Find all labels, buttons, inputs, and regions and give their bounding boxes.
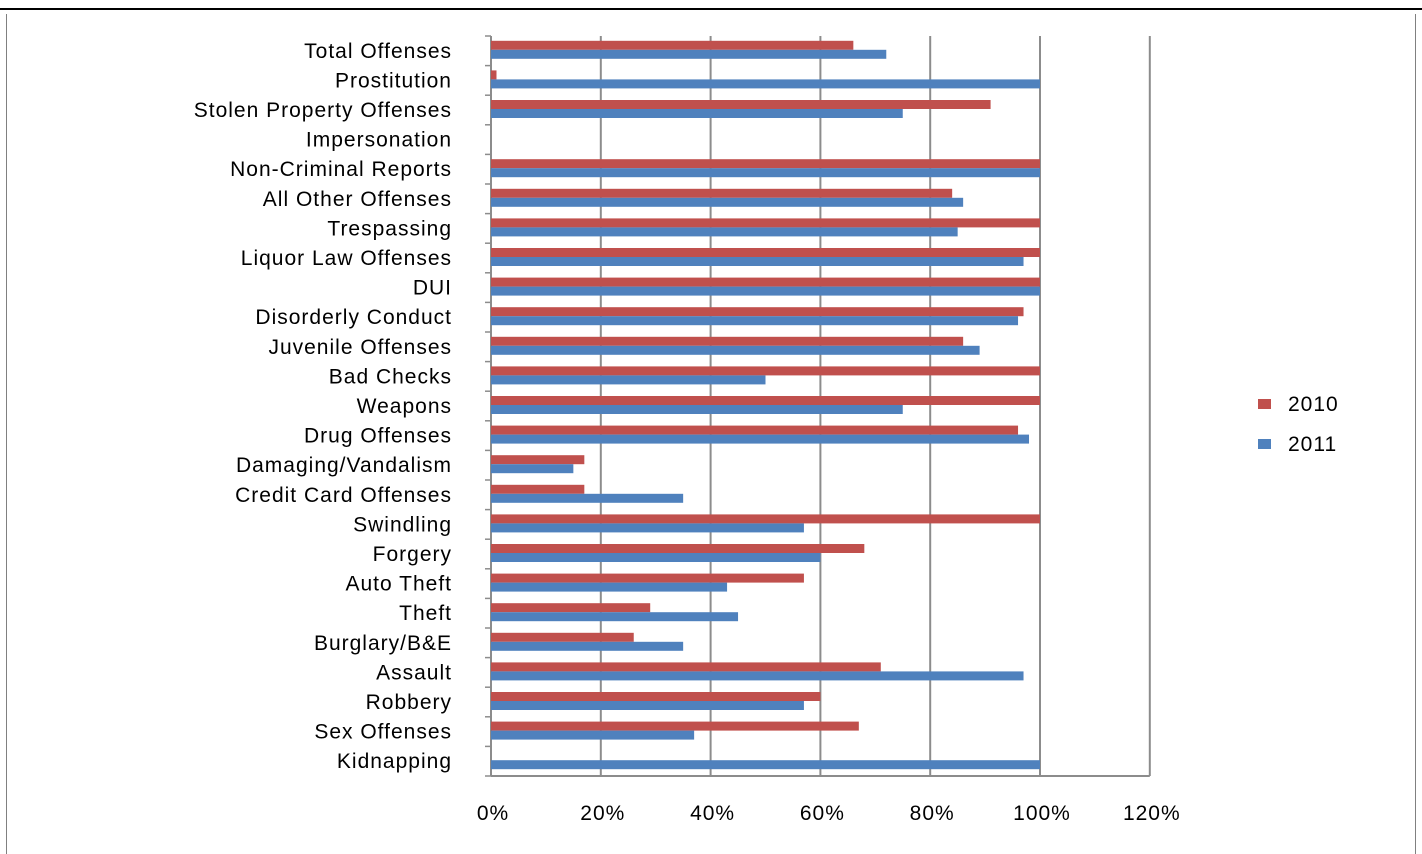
bar-2011-forgery	[491, 553, 821, 562]
category-label: Swindling	[353, 513, 452, 536]
x-tick-label: 0%	[477, 802, 509, 825]
bar-2010-sex-offenses	[491, 721, 859, 731]
bar-2010-robbery	[491, 692, 821, 701]
bar-2011-non-criminal-reports	[491, 168, 1040, 178]
bar-2011-juvenile-offenses	[491, 345, 980, 355]
bar-2011-prostitution	[491, 79, 1040, 89]
category-label: Drug Offenses	[304, 425, 452, 448]
bar-2010-assault	[491, 662, 881, 672]
legend-swatch-2011	[1258, 439, 1271, 449]
category-label: Trespassing	[327, 217, 452, 240]
bar-2010-theft	[491, 603, 651, 613]
category-label: Total Offenses	[304, 40, 452, 63]
bar-2010-swindling	[491, 514, 1040, 524]
bar-2011-weapons	[491, 405, 903, 414]
bar-2011-kidnapping	[491, 760, 1040, 770]
top-border-line	[0, 8, 1422, 10]
bar-2011-swindling	[491, 523, 804, 533]
bar-2011-theft	[491, 612, 739, 622]
category-label: Disorderly Conduct	[255, 306, 452, 329]
bar-2011-bad-checks	[491, 375, 766, 385]
category-label: Prostitution	[335, 69, 452, 92]
category-label: Liquor Law Offenses	[241, 247, 452, 270]
bar-2010-dui	[491, 277, 1040, 287]
bar-2010-credit-card-offenses	[491, 484, 585, 494]
category-label: Auto Theft	[345, 573, 452, 596]
bar-2010-prostitution	[491, 70, 497, 80]
bar-2011-stolen-property-offenses	[491, 109, 903, 118]
chart-frame	[6, 14, 1416, 854]
bar-2011-drug-offenses	[491, 434, 1030, 444]
category-label: Damaging/Vandalism	[236, 454, 452, 477]
bar-2011-damaging-vandalism	[491, 464, 574, 474]
category-label: All Other Offenses	[263, 188, 452, 211]
bar-2011-dui	[491, 286, 1040, 296]
category-label: Credit Card Offenses	[235, 484, 452, 507]
legend-swatch-2010	[1258, 399, 1271, 409]
bar-2010-total-offenses	[491, 40, 854, 50]
bar-2010-stolen-property-offenses	[491, 100, 991, 109]
x-tick-label: 120%	[1123, 802, 1181, 825]
category-label: Juvenile Offenses	[268, 336, 452, 359]
bar-2011-credit-card-offenses	[491, 493, 684, 503]
category-label: Sex Offenses	[314, 721, 452, 744]
bar-2010-bad-checks	[491, 366, 1040, 376]
bar-2011-all-other-offenses	[491, 197, 964, 207]
bar-2011-assault	[491, 671, 1024, 681]
legend-label-2010: 2010	[1288, 393, 1339, 416]
x-tick-label: 80%	[910, 802, 955, 825]
bar-2011-trespassing	[491, 227, 958, 237]
bar-2010-forgery	[491, 544, 865, 553]
category-label: Robbery	[366, 691, 452, 714]
category-label: Forgery	[373, 543, 452, 566]
category-label: Bad Checks	[329, 365, 452, 388]
category-label: Kidnapping	[337, 750, 452, 773]
category-label: Assault	[376, 661, 452, 684]
bar-2010-drug-offenses	[491, 425, 1019, 435]
bar-2010-trespassing	[491, 218, 1040, 228]
bar-2010-burglary-b-e	[491, 632, 634, 642]
bar-2010-liquor-law-offenses	[491, 248, 1040, 257]
x-tick-label: 40%	[690, 802, 735, 825]
bar-2010-weapons	[491, 396, 1040, 405]
category-label: Stolen Property Offenses	[194, 99, 452, 122]
category-label: Weapons	[357, 395, 452, 418]
bar-2011-burglary-b-e	[491, 641, 684, 651]
bar-2011-liquor-law-offenses	[491, 257, 1024, 266]
bar-2010-non-criminal-reports	[491, 159, 1040, 169]
bar-2010-disorderly-conduct	[491, 307, 1024, 317]
category-label: Impersonation	[306, 129, 452, 152]
category-label: Burglary/B&E	[314, 632, 452, 655]
bar-2010-juvenile-offenses	[491, 336, 964, 346]
bar-2011-auto-theft	[491, 582, 728, 592]
bar-2011-disorderly-conduct	[491, 316, 1019, 326]
x-tick-label: 100%	[1013, 802, 1071, 825]
bar-2011-robbery	[491, 701, 804, 710]
category-label: Non-Criminal Reports	[230, 158, 452, 181]
bar-2010-all-other-offenses	[491, 188, 953, 198]
bar-2010-damaging-vandalism	[491, 455, 585, 465]
bar-2011-total-offenses	[491, 49, 887, 59]
bar-2010-auto-theft	[491, 573, 804, 583]
x-tick-label: 20%	[580, 802, 625, 825]
category-label: Theft	[399, 602, 452, 625]
bar-2011-sex-offenses	[491, 730, 695, 740]
legend-label-2011: 2011	[1288, 433, 1337, 456]
x-tick-label: 60%	[800, 802, 845, 825]
category-label: DUI	[413, 277, 452, 300]
